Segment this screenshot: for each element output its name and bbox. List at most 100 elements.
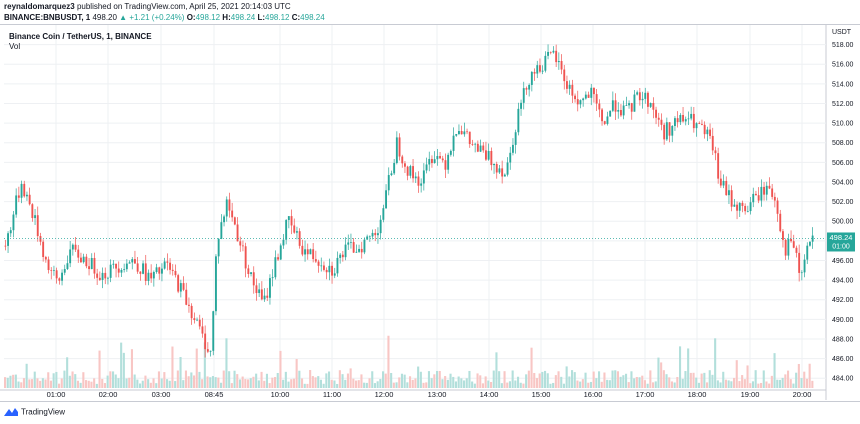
volume-bar (271, 377, 274, 388)
candle-body (128, 262, 131, 264)
candle-body (201, 326, 204, 334)
volume-bar (365, 382, 368, 388)
volume-bar (479, 375, 482, 388)
candle-body (533, 71, 536, 74)
candle-body (233, 217, 236, 225)
volume-bar (395, 382, 398, 388)
volume-bar (695, 377, 698, 388)
volume-bar (241, 376, 244, 388)
volume-bar (136, 379, 139, 388)
candle-body (204, 333, 207, 350)
volume-bar (371, 371, 374, 388)
volume-bar (614, 370, 617, 388)
candle-body (158, 267, 161, 274)
volume-bar (751, 381, 754, 388)
candle-body (773, 196, 776, 201)
chart-frame (0, 24, 860, 402)
candle-body (617, 110, 620, 112)
volume-bar (66, 357, 69, 388)
candle-body (82, 256, 85, 263)
volume-bar (535, 378, 538, 388)
volume-bar (579, 381, 582, 388)
y-tick-label: 512.00 (832, 101, 854, 108)
volume-bar (519, 382, 522, 388)
candle-body (58, 278, 61, 281)
candle-body (568, 84, 571, 89)
candle-body (193, 318, 196, 321)
candle-body (390, 173, 393, 176)
candle-body (385, 190, 387, 209)
candle-body (93, 257, 96, 274)
volume-bar (303, 383, 306, 388)
candle-body (498, 168, 501, 173)
volume-bar (797, 363, 800, 388)
candle-body (368, 236, 371, 238)
volume-bar (700, 373, 703, 388)
published-text: published on TradingView.com, April 25, … (76, 2, 291, 11)
candle-body (606, 116, 609, 124)
volume-bar (633, 378, 636, 388)
volume-bar (608, 380, 611, 388)
volume-bar (765, 381, 768, 388)
volume-bar (425, 382, 428, 388)
volume-bar (768, 383, 771, 388)
volume-bar (727, 380, 730, 388)
volume-bar (233, 370, 236, 388)
volume-bar (85, 380, 88, 388)
candle-body (336, 257, 339, 274)
volume-bar (228, 371, 231, 388)
volume-bar (638, 377, 641, 388)
candle-body (682, 115, 684, 122)
candle-body (671, 126, 674, 136)
candle-body (730, 190, 733, 207)
volume-bar (139, 383, 142, 388)
volume-bar (598, 371, 601, 388)
footer-brand[interactable]: TradingView (4, 407, 65, 418)
volume-bar (490, 382, 493, 388)
candle-body (792, 241, 795, 248)
volume-bar (103, 383, 106, 388)
candle-body (711, 135, 714, 151)
candle-body (263, 295, 266, 300)
volume-bar (122, 352, 125, 388)
volume-bar (31, 379, 34, 388)
candle-body (439, 156, 441, 159)
candle-body (104, 272, 107, 279)
brand-name: TradingView (21, 407, 66, 417)
candle-body (665, 122, 668, 140)
volume-bar (808, 363, 811, 388)
candle-body (255, 285, 258, 294)
volume-bar (414, 378, 417, 388)
candle-body (290, 216, 293, 226)
candle-body (544, 55, 547, 71)
candle-body (344, 244, 347, 258)
open-value: 498.12 (195, 13, 221, 22)
volume-bar (487, 380, 490, 388)
candle-body (317, 261, 320, 266)
candle-body (485, 150, 487, 160)
volume-bar (187, 376, 190, 388)
candle-body (85, 256, 88, 267)
candle-body (190, 305, 193, 319)
candle-body (449, 150, 452, 155)
candle-body (679, 115, 682, 123)
volume-bar (616, 371, 619, 388)
author-name[interactable]: reynaldomarquez3 (4, 2, 75, 11)
candle-body (61, 272, 63, 281)
candle-body (611, 100, 614, 111)
volume-bar (444, 376, 447, 388)
volume-bar (279, 350, 282, 388)
volume-bar (198, 371, 201, 388)
volume-bar (635, 376, 638, 388)
volume-bar (398, 377, 401, 388)
candle-body (687, 118, 690, 120)
volume-bar (773, 353, 776, 388)
candle-body (630, 103, 633, 112)
candle-body (350, 242, 352, 243)
volume-bar (282, 379, 285, 388)
volume-bar (730, 381, 733, 388)
x-tick-label: 13:00 (428, 390, 447, 399)
volume-bar (268, 383, 271, 388)
volume-bar (430, 378, 433, 388)
